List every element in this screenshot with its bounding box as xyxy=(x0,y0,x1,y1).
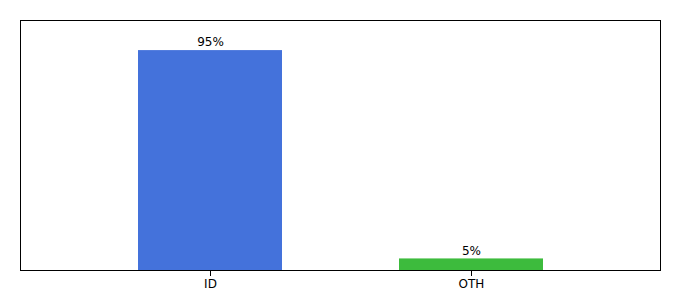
svg-text:OTH: OTH xyxy=(459,277,485,291)
svg-text:95%: 95% xyxy=(197,35,224,49)
svg-text:5%: 5% xyxy=(462,244,481,258)
svg-text:ID: ID xyxy=(204,277,217,291)
